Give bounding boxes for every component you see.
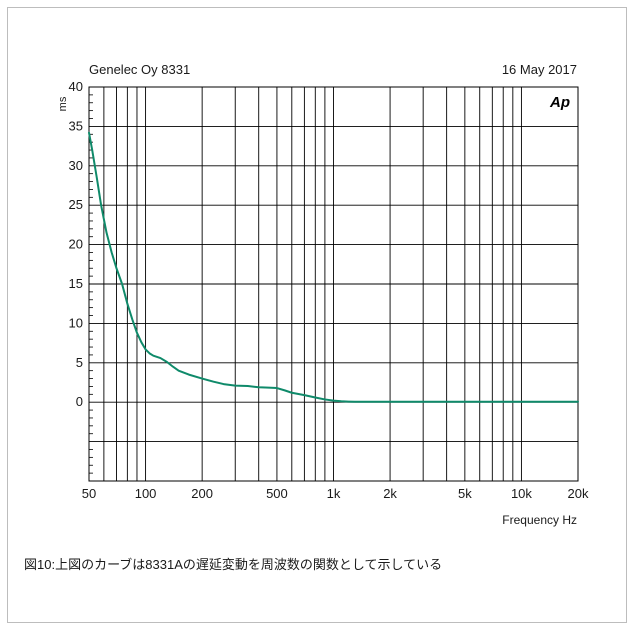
y-tick-label: 5 — [76, 355, 83, 370]
figure-caption: 図10:上図のカーブは8331Aの遅延変動を周波数の関数として示している — [24, 557, 443, 572]
y-tick-label: 40 — [69, 79, 83, 94]
y-tick-label: 10 — [69, 315, 83, 330]
y-tick-label: 30 — [69, 158, 83, 173]
plot-frame — [88, 86, 579, 482]
y-tick-label: 0 — [76, 394, 83, 409]
series-line — [88, 131, 579, 403]
figure-frame — [7, 7, 627, 623]
x-tick-label: 2k — [383, 486, 397, 501]
x-tick-label: 200 — [191, 486, 213, 501]
x-tick-label: 50 — [82, 486, 96, 501]
minor-ticks — [89, 94, 93, 474]
y-tick-label: 35 — [69, 118, 83, 133]
x-tick-labels: 50 100 200 500 1k 2k 5k 10k 20k — [82, 486, 589, 501]
x-tick-label: 1k — [327, 486, 341, 501]
x-tick-label: 20k — [568, 486, 589, 501]
ap-logo: Ap — [549, 94, 570, 111]
y-tick-label: 25 — [69, 197, 83, 212]
y-tick-labels: 40 35 30 25 20 15 10 5 0 — [69, 79, 83, 409]
chart-title-left: Genelec Oy 8331 — [89, 62, 190, 77]
grid-lines — [89, 87, 578, 481]
y-tick-label: 20 — [69, 237, 83, 252]
x-tick-label: 10k — [511, 486, 532, 501]
x-axis-label: Frequency Hz — [502, 513, 577, 527]
y-tick-label: 15 — [69, 276, 83, 291]
delay-chart: Genelec Oy 8331 16 May 2017 ms 40 35 30 25 2… — [57, 62, 589, 527]
x-tick-label: 500 — [266, 486, 288, 501]
chart-title-right: 16 May 2017 — [502, 62, 577, 77]
x-tick-label: 5k — [458, 486, 472, 501]
y-axis-label: ms — [57, 96, 69, 111]
x-tick-label: 100 — [135, 486, 157, 501]
series-layer — [88, 131, 579, 403]
